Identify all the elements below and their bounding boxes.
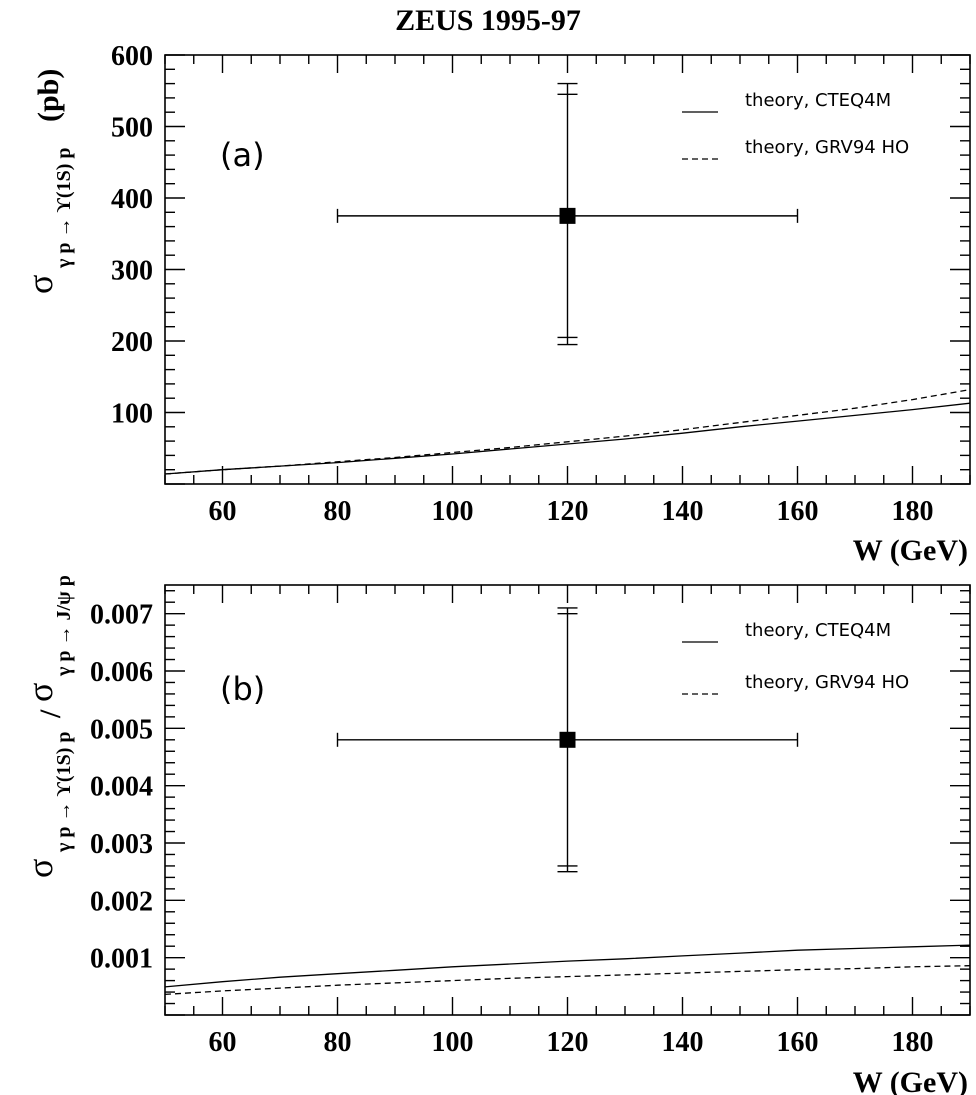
panel-b: σ γ p → ϒ(1S) p / σ γ p → J/ψ p 60 80 100 1… — [20, 575, 971, 1095]
panel-a-ylabel-symbol: σ — [20, 275, 60, 294]
panel-b-x-axis-title: W (GeV) — [853, 1066, 968, 1095]
panel-a-y-tick-label: 500 — [111, 113, 153, 144]
panel-b-x-tick-label: 80 — [324, 1027, 352, 1058]
panel-b-y-tick-label: 0.006 — [90, 657, 153, 688]
panel-a-y-tick-label: 200 — [111, 327, 153, 358]
panel-a-ylabel-unit: (pb) — [32, 69, 65, 122]
panel-b-panel-tag: (b) — [220, 670, 265, 708]
panel-b-legend-label: theory, GRV94 HO — [745, 672, 909, 693]
panel-b-x-tick-label: 140 — [662, 1027, 704, 1058]
panel-a-y-tick-label: 400 — [111, 184, 153, 215]
panel-a-x-tick-label: 160 — [777, 496, 819, 527]
panel-a-legend-label: theory, CTEQ4M — [745, 90, 891, 111]
panel-a-x-tick-label: 120 — [547, 496, 589, 527]
panel-a-panel-tag: (a) — [220, 136, 265, 174]
panel-b-y-tick-label: 0.005 — [90, 714, 153, 745]
panel-a-x-tick-label: 60 — [209, 496, 237, 527]
panel-a-x-tick-label: 80 — [324, 496, 352, 527]
panel-a-x-tick-label: 180 — [892, 496, 934, 527]
panel-b-legend-label: theory, CTEQ4M — [745, 620, 891, 641]
panel-a: σ γ p → ϒ(1S) p (pb) 60 80 100 120 140 160 180… — [20, 41, 971, 567]
panel-b-ylabel-slash: / — [34, 709, 67, 719]
panel-b-series-line-cteq4m — [164, 944, 971, 988]
panel-a-legend-label: theory, GRV94 HO — [745, 137, 909, 158]
panel-a-x-axis-title: W (GeV) — [853, 534, 968, 567]
panel-b-x-tick-label: 180 — [892, 1027, 934, 1058]
panel-b-ylabel-symbol2: σ — [20, 683, 60, 702]
panel-b-y-tick-label: 0.007 — [90, 600, 153, 631]
panel-a-y-tick-label: 600 — [111, 41, 153, 72]
panel-a-data-point — [559, 207, 576, 224]
panel-b-x-tick-label: 120 — [547, 1027, 589, 1058]
panel-b-y-tick-label: 0.003 — [90, 829, 153, 860]
figure-title: ZEUS 1995-97 — [395, 4, 581, 37]
panel-a-y-tick-label: 300 — [111, 256, 153, 287]
panel-b-series-line-grv94ho — [164, 965, 971, 996]
panel-b-x-tick-label: 160 — [777, 1027, 819, 1058]
panel-a-series-line-grv94ho — [164, 388, 971, 475]
panel-b-x-tick-label: 100 — [432, 1027, 474, 1058]
panel-a-x-tick-label: 100 — [432, 496, 474, 527]
panel-b-x-tick-label: 60 — [209, 1027, 237, 1058]
panel-a-series-line-cteq4m — [164, 402, 971, 475]
panel-b-y-tick-label: 0.004 — [90, 772, 153, 803]
panel-a-y-tick-label: 100 — [111, 399, 153, 430]
panel-b-data-point — [559, 731, 576, 748]
panel-b-y-tick-label: 0.001 — [90, 944, 153, 975]
panel-a-x-tick-label: 140 — [662, 496, 704, 527]
panel-b-y-tick-label: 0.002 — [90, 886, 153, 917]
panel-b-ylabel-symbol: σ — [20, 859, 60, 878]
panel-a-ylabel-subscript: γ p → ϒ(1S) p — [53, 148, 75, 270]
panel-b-ylabel-subscript2: γ p → J/ψ p — [53, 575, 75, 677]
panel-b-ylabel-subscript1: γ p → ϒ(1S) p — [53, 732, 75, 854]
